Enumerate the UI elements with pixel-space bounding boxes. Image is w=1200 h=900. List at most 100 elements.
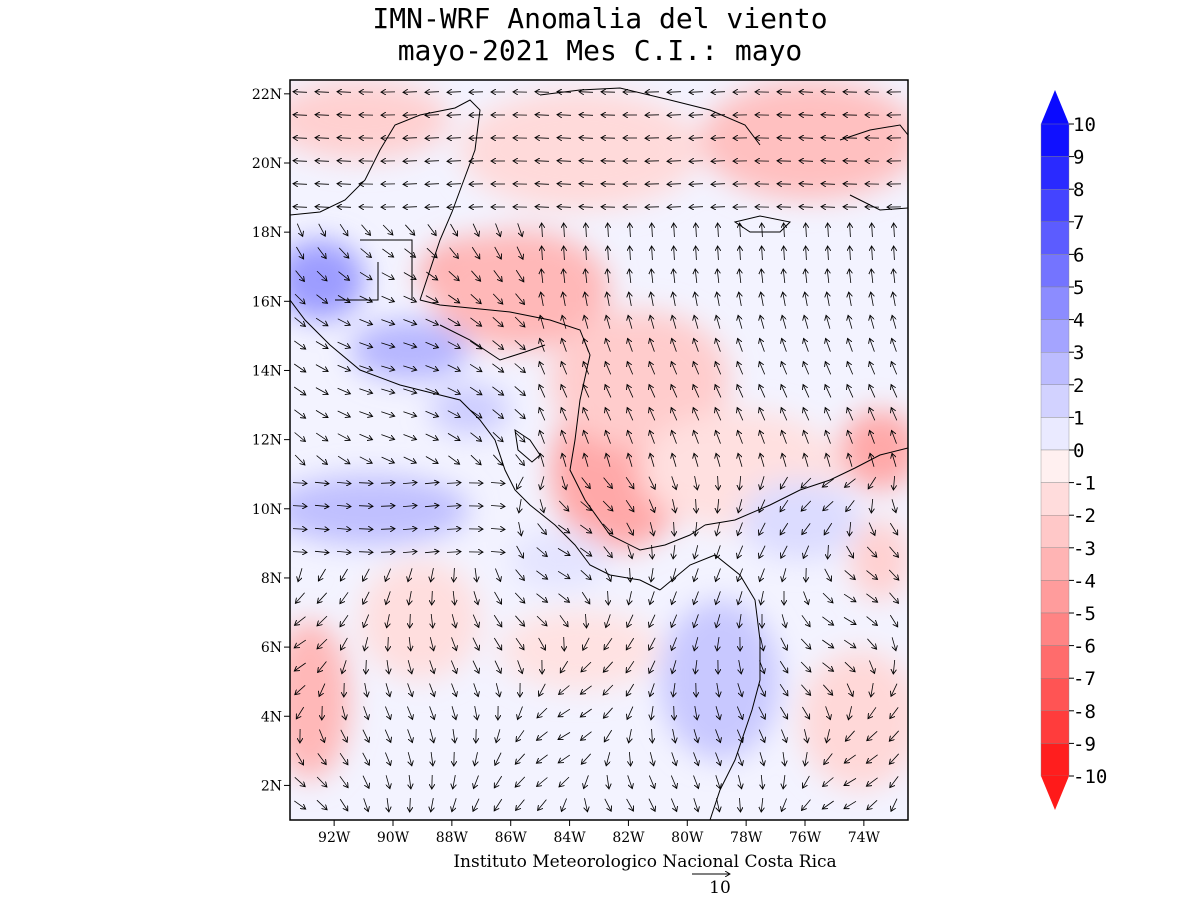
wind-vector	[563, 269, 565, 284]
wind-vector	[341, 637, 348, 650]
wind-vector	[403, 342, 416, 347]
colorbar-segment	[1040, 156, 1070, 190]
wind-vector	[431, 752, 433, 766]
wind-vector	[891, 798, 898, 812]
wind-vector	[821, 138, 836, 139]
wind-vector	[382, 224, 393, 235]
wind-vector	[696, 246, 697, 261]
wind-vector	[408, 568, 413, 581]
wind-vector	[336, 482, 351, 483]
wind-vector	[542, 246, 543, 261]
wind-vector	[892, 430, 897, 444]
wind-vector	[803, 362, 810, 375]
lat-tick-label: 22N	[252, 87, 282, 103]
wind-vector	[403, 115, 418, 116]
wind-vector	[606, 338, 611, 352]
wind-vector	[448, 294, 459, 303]
wind-vector	[381, 272, 394, 280]
wind-vector	[495, 752, 502, 766]
wind-vector	[871, 683, 873, 697]
wind-vector	[760, 453, 765, 467]
colorbar-label: 8	[1073, 179, 1084, 201]
wind-vector	[696, 498, 697, 513]
wind-vector	[759, 385, 766, 398]
wind-vector	[562, 338, 567, 352]
plot-frame	[289, 79, 909, 821]
colorbar-segment	[1040, 612, 1070, 646]
coastline-segment	[514, 428, 541, 463]
wind-vector	[314, 482, 329, 483]
wind-vector	[516, 246, 523, 260]
wind-vector	[294, 639, 307, 648]
wind-vector	[561, 798, 567, 812]
wind-vector	[718, 246, 719, 261]
wind-vector	[825, 385, 832, 398]
colorbar-label: -6	[1073, 636, 1096, 658]
wind-vector	[806, 223, 807, 238]
wind-vector	[672, 591, 677, 605]
colorbar-bottom-arrow	[1041, 776, 1069, 810]
wind-vector	[316, 294, 328, 304]
wind-vector	[295, 270, 305, 282]
wind-vector	[492, 432, 503, 441]
wind-vector	[495, 568, 500, 582]
wind-vector	[718, 223, 719, 238]
wind-vector	[292, 483, 307, 484]
wind-vector	[604, 798, 611, 811]
wind-vector	[760, 338, 765, 352]
colorbar-segment	[1040, 449, 1070, 483]
wind-vector	[649, 660, 656, 674]
wind-vector	[716, 522, 719, 536]
wind-vector	[296, 752, 304, 765]
wind-vector	[891, 408, 898, 421]
colorbar-label: -10	[1073, 766, 1107, 788]
wind-vector	[340, 729, 347, 742]
wind-vector	[689, 161, 704, 162]
wind-vector	[557, 570, 570, 578]
wind-vector	[781, 362, 788, 375]
colorbar-label: 0	[1073, 440, 1084, 462]
wind-vector	[536, 547, 548, 557]
wind-vector	[823, 684, 832, 695]
wind-vector	[293, 138, 308, 139]
colorbar-label: -8	[1073, 701, 1096, 723]
wind-vector	[381, 411, 394, 416]
wind-vector	[738, 499, 742, 513]
wind-vector	[362, 752, 370, 765]
wind-vector	[783, 752, 785, 766]
wind-vector	[827, 269, 829, 284]
wind-vector	[694, 545, 697, 559]
latitude-axis: 22N 20N 18N 16N 14N 12N 10N 8N 6N 4N 2N	[252, 87, 290, 794]
coastline-segment	[659, 554, 761, 820]
wind-vector	[494, 591, 502, 604]
wind-vector	[559, 776, 570, 787]
wind-vector	[294, 432, 306, 442]
wind-vector	[828, 223, 829, 238]
wind-vector	[803, 775, 810, 788]
lon-tick-label: 82W	[612, 830, 645, 846]
colorbar-label: 9	[1073, 147, 1084, 169]
wind-vector	[449, 247, 459, 259]
wind-vector	[629, 729, 632, 743]
wind-vector	[514, 386, 526, 395]
wind-vector	[361, 224, 371, 236]
wind-vector	[892, 315, 896, 329]
wind-vector	[761, 292, 764, 306]
wind-vector	[693, 752, 699, 765]
wind-vector	[579, 184, 594, 185]
wind-vector	[583, 385, 590, 398]
wind-vector	[803, 545, 810, 559]
wind-vector	[715, 408, 722, 421]
wind-vector	[388, 636, 389, 651]
wind-vector	[824, 753, 833, 765]
wind-vector	[475, 706, 478, 720]
wind-vector	[342, 706, 346, 720]
wind-vector	[469, 340, 482, 349]
wind-vector	[446, 506, 461, 507]
wind-vector	[627, 775, 633, 788]
wind-vector	[628, 315, 632, 329]
wind-vector	[782, 430, 787, 444]
wind-vector	[557, 161, 572, 162]
wind-vector	[784, 223, 785, 238]
wind-vector	[604, 729, 613, 742]
